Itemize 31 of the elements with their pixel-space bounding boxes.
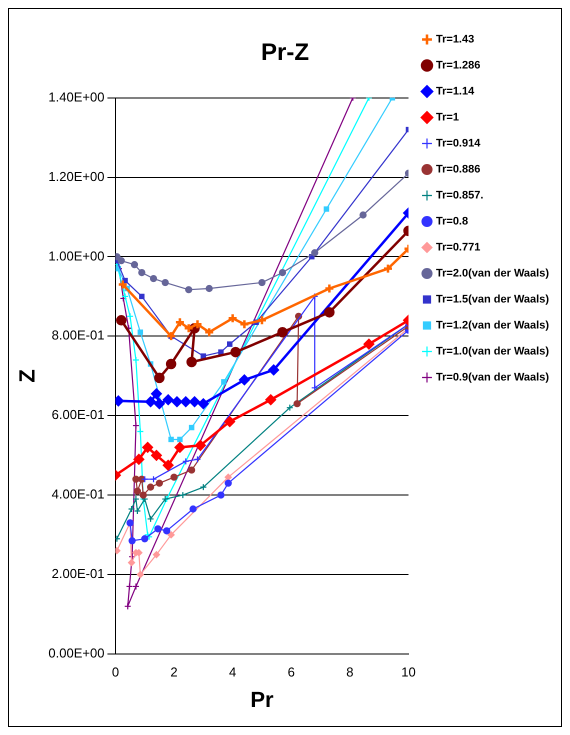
x-tick-label: 2	[170, 664, 178, 680]
legend-label: Tr=0.857.	[436, 190, 484, 202]
y-tick-label: 4.00E-01	[52, 486, 104, 502]
y-tick-label: 1.00E+00	[48, 248, 104, 264]
x-tick-label: 4	[229, 664, 236, 680]
legend-label: Tr=0.886	[436, 164, 480, 176]
legend-label: Tr=0.914	[436, 138, 482, 150]
legend-label: Tr=1.286	[436, 60, 480, 72]
x-tick-label: 10	[401, 664, 416, 680]
legend-label: Tr=1.0(van der Waals)	[436, 346, 550, 358]
legend-label: Tr=0.8	[436, 216, 468, 228]
legend-label: Tr=1.43	[436, 34, 474, 46]
y-tick-label: 2.00E-01	[52, 566, 104, 582]
legend-label: Tr=0.9(van der Waals)	[436, 372, 550, 384]
x-axis-title: Pr	[250, 686, 274, 712]
legend-label: Tr=1.14	[436, 86, 476, 98]
x-tick-label: 0	[112, 664, 120, 680]
x-tick-label: 8	[346, 664, 354, 680]
chart-title: Pr-Z	[261, 39, 309, 66]
y-tick-label: 0.00E+00	[48, 646, 104, 661]
y-tick-label: 6.00E-01	[52, 407, 104, 422]
legend-label: Tr=2.0(van der Waals)	[436, 268, 550, 280]
legend-label: Tr=1	[436, 112, 459, 124]
legend-label: Tr=1.5(van der Waals)	[436, 294, 550, 306]
y-tick-label: 8.00E-01	[52, 328, 104, 343]
y-tick-label: 1.20E+00	[48, 168, 104, 184]
y-axis-title: Z	[14, 369, 40, 383]
x-tick-label: 6	[288, 664, 295, 680]
legend-label: Tr=0.771	[436, 242, 480, 254]
legend-label: Tr=1.2(van der Waals)	[436, 320, 550, 332]
y-tick-label: 1.40E+00	[48, 89, 104, 104]
